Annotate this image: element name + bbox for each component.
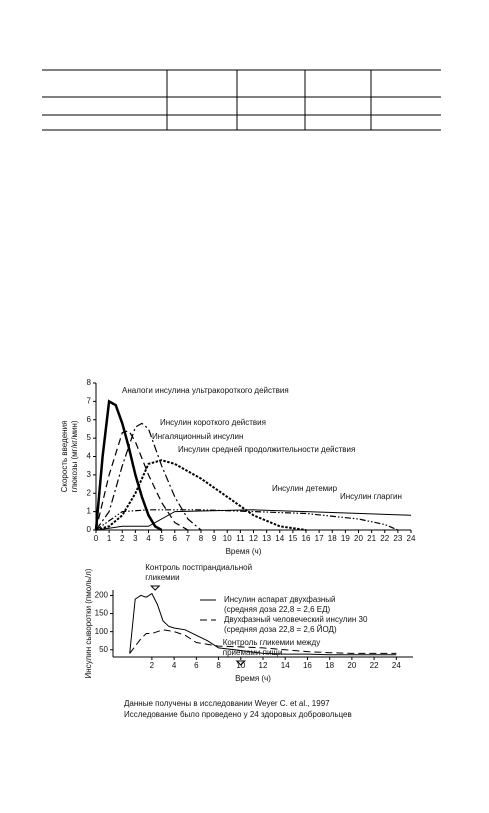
x-tick-label: 6	[173, 534, 178, 543]
x-axis-label: Время (ч)	[235, 674, 271, 683]
x-tick-label: 20	[347, 661, 356, 670]
y-tick-label: 50	[99, 645, 108, 654]
x-tick-label: 22	[370, 661, 379, 670]
y-tick-label: 1	[87, 507, 92, 516]
y-tick-label: 6	[87, 415, 92, 424]
series-line	[95, 422, 202, 531]
x-tick-label: 19	[341, 534, 350, 543]
series-line	[95, 509, 399, 531]
y-axis-label: Скорость введенияглюкозы (мг/кг/мин)	[60, 420, 79, 492]
x-tick-label: 24	[407, 534, 416, 543]
x-tick-label: 2	[150, 661, 155, 670]
x-tick-label: 17	[315, 534, 324, 543]
y-axis-label: Инсулин сыворотки (пмоль/л)	[84, 568, 93, 678]
x-tick-label: 18	[328, 534, 337, 543]
note: Данные получены в исследовании Weyer C. …	[124, 699, 330, 708]
x-tick-label: 7	[186, 534, 191, 543]
y-tick-label: 0	[87, 525, 92, 534]
y-tick-label: 5	[87, 433, 92, 442]
x-tick-label: 10	[223, 534, 232, 543]
series-line	[95, 430, 189, 531]
annotation-marker	[235, 660, 246, 666]
empty-table	[42, 69, 441, 131]
y-tick-label: 3	[87, 470, 92, 479]
y-tick-label: 200	[95, 591, 109, 600]
x-tick-label: 8	[216, 661, 221, 670]
x-tick-label: 12	[259, 661, 268, 670]
x-tick-label: 21	[367, 534, 376, 543]
series-line	[129, 592, 397, 656]
legend-detail: (средняя доза 22,8 = 2,6 ЕД)	[224, 605, 331, 614]
y-tick-label: 100	[95, 627, 109, 636]
x-tick-label: 13	[262, 534, 271, 543]
x-tick-label: 14	[275, 534, 284, 543]
note: Исследование было проведено у 24 здоровы…	[124, 710, 352, 719]
x-tick-label: 6	[194, 661, 199, 670]
x-tick-label: 5	[159, 534, 164, 543]
legend-label: Двухфазный человеческий инсулин 30	[224, 615, 368, 624]
x-tick-label: 4	[172, 661, 177, 670]
series-label: Ингаляционный инсулин	[152, 432, 243, 441]
x-tick-label: 18	[325, 661, 334, 670]
y-tick-label: 7	[87, 396, 92, 405]
x-tick-label: 0	[94, 534, 99, 543]
y-tick-label: 4	[87, 452, 92, 461]
x-tick-label: 16	[302, 534, 311, 543]
legend-label: Инсулин аспарат двухфазный	[224, 595, 336, 604]
x-tick-label: 14	[281, 661, 290, 670]
series-label: Инсулин короткого действия	[160, 418, 266, 427]
series-label: Инсулин гларгин	[340, 492, 402, 501]
x-tick-label: 12	[249, 534, 258, 543]
x-tick-label: 10	[236, 661, 245, 670]
x-tick-label: 3	[133, 534, 138, 543]
x-tick-label: 4	[146, 534, 151, 543]
x-tick-label: 24	[392, 661, 401, 670]
y-tick-label: 8	[87, 378, 92, 387]
y-tick-label: 150	[95, 609, 109, 618]
x-tick-label: 20	[354, 534, 363, 543]
annotation: Контроль постпрандиальной	[145, 563, 252, 572]
series-label: Аналоги инсулина ультракороткого действи…	[122, 386, 289, 395]
x-tick-label: 23	[393, 534, 402, 543]
x-tick-label: 11	[236, 534, 245, 543]
annotation: гликемии	[145, 573, 179, 582]
annotation: Контроль гликемии между	[223, 638, 320, 647]
legend-detail: (средняя доза 22,8 = 2,6 ЙОД)	[224, 625, 337, 634]
series-line	[95, 459, 307, 531]
series-line	[129, 629, 397, 654]
annotation: приемами пищи	[223, 648, 283, 657]
x-tick-label: 22	[380, 534, 389, 543]
annotation-marker	[150, 585, 161, 591]
series-label: Инсулин детемир	[272, 484, 338, 493]
series-label: Инсулин средней продолжительности действ…	[178, 445, 355, 454]
x-tick-label: 16	[303, 661, 312, 670]
x-tick-label: 9	[212, 534, 217, 543]
series-line	[94, 399, 163, 532]
x-tick-label: 15	[288, 534, 297, 543]
y-tick-label: 2	[87, 488, 92, 497]
x-tick-label: 8	[199, 534, 204, 543]
x-axis-label: Время (ч)	[226, 547, 262, 556]
x-tick-label: 2	[120, 534, 125, 543]
x-tick-label: 1	[107, 534, 112, 543]
series-line	[95, 509, 412, 531]
